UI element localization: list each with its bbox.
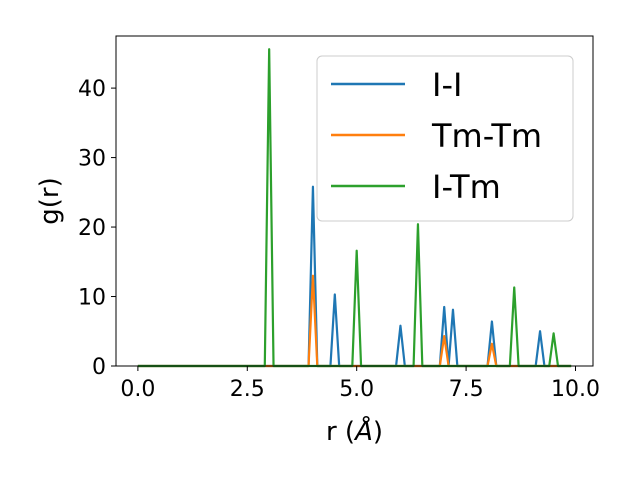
legend-label-i-tm: I-Tm [432, 168, 501, 206]
x-axis-label-close: ) [373, 417, 383, 447]
y-tick-label: 0 [92, 355, 106, 380]
x-axis-label-text: r ( [326, 417, 355, 447]
y-axis-label: g(r) [35, 177, 65, 224]
x-axis-ticks: 0.0 2.5 5.0 7.5 10.0 [120, 366, 600, 402]
y-tick-label: 40 [78, 77, 106, 102]
legend: I-I Tm-Tm I-Tm [316, 55, 574, 222]
y-tick-label: 30 [78, 147, 106, 172]
legend-box [316, 55, 574, 222]
x-axis-label: r (Å) [326, 415, 383, 447]
plot-frame [115, 35, 594, 367]
series-line-i-tm [137, 48, 572, 368]
series-line-tm-tm [137, 274, 572, 368]
legend-label-tm-tm: Tm-Tm [431, 117, 542, 155]
x-tick-label: 0.0 [120, 377, 155, 402]
x-axis-label-symbol: Å [353, 415, 373, 447]
legend-label-i-i: I-I [432, 66, 462, 104]
y-tick-label: 10 [78, 286, 106, 311]
y-tick-label: 20 [78, 216, 106, 241]
x-tick-label: 10.0 [551, 377, 600, 402]
y-axis-ticks: 0 10 20 30 40 [78, 77, 116, 380]
x-tick-label: 7.5 [449, 377, 484, 402]
x-tick-label: 5.0 [339, 377, 374, 402]
x-tick-label: 2.5 [230, 377, 265, 402]
